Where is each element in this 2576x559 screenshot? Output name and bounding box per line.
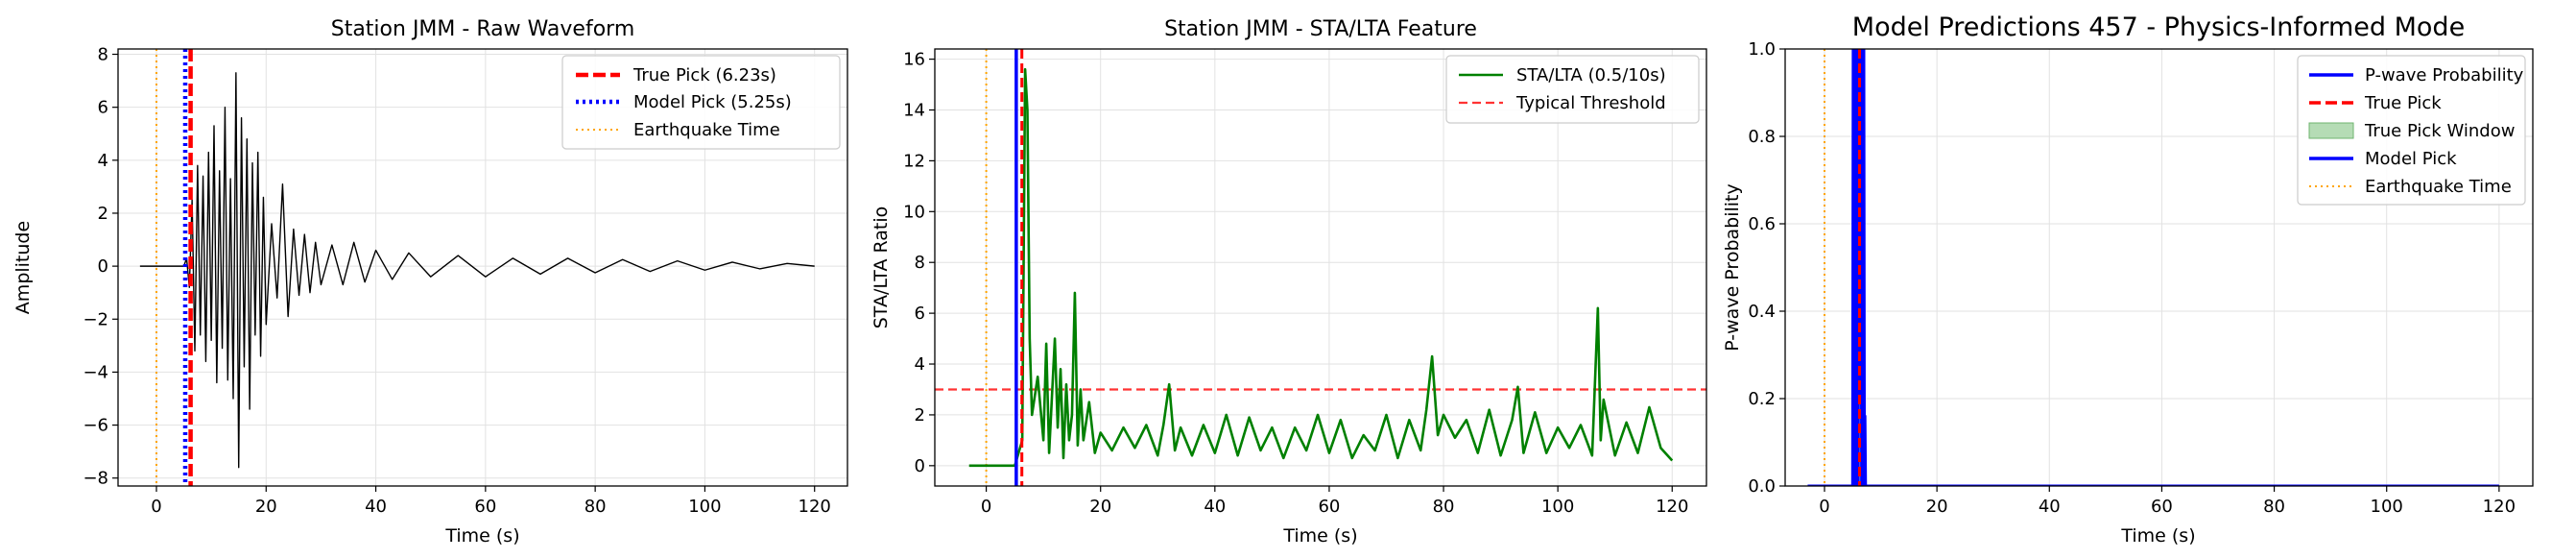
x-tick-label: 80 (584, 497, 607, 517)
sta-lta-xlabel: Time (s) (1282, 525, 1357, 547)
legend-eq-time-label: Earthquake Time (633, 120, 780, 140)
legend-true-pick-label: True Pick (2364, 93, 2442, 113)
y-tick-label: 10 (903, 202, 925, 222)
waveform-ylabel: Amplitude (12, 221, 34, 314)
y-tick-label: 0.8 (1748, 127, 1776, 147)
y-tick-label: −8 (83, 469, 108, 489)
x-tick-label: 120 (799, 497, 831, 517)
sta-lta-legend: STA/LTA (0.5/10s) Typical Threshold (1445, 55, 1700, 124)
legend-model-pick-label: Model Pick (2365, 149, 2457, 169)
legend-box (561, 55, 841, 150)
y-tick-label: 16 (903, 50, 925, 70)
x-tick-label: 20 (1926, 497, 1948, 517)
x-tick-label: 0 (981, 497, 991, 517)
x-tick-label: 80 (1433, 497, 1455, 517)
y-tick-label: −4 (83, 362, 108, 382)
x-tick-label: 0 (151, 497, 161, 517)
predictions-axes-frame (1784, 48, 2534, 487)
predictions-legend: P-wave Probability True Pick True Pick W… (2297, 55, 2526, 206)
x-tick-label: 60 (1318, 497, 1340, 517)
x-tick-label: 40 (1204, 497, 1226, 517)
x-tick-label: 40 (365, 497, 387, 517)
y-tick-label: 0.4 (1748, 302, 1776, 322)
y-tick-label: 0.6 (1748, 214, 1776, 234)
predictions-ylabel: P-wave Probability (1722, 183, 1743, 352)
legend-window-label: True Pick Window (2364, 121, 2515, 141)
sta-lta-axes-frame (934, 48, 1707, 487)
y-tick-label: 0 (98, 256, 108, 277)
legend-box (2297, 55, 2526, 206)
waveform-axes-frame (117, 48, 848, 487)
y-tick-label: −6 (83, 416, 108, 436)
sta-lta-panel: Station JMM - STA/LTA Feature 0 20 40 60 80 1… (871, 17, 1707, 547)
x-tick-label: 100 (688, 497, 721, 517)
y-tick-label: 4 (98, 151, 108, 171)
waveform-line (139, 72, 815, 469)
y-tick-label: 8 (915, 253, 925, 273)
legend-box (1445, 55, 1700, 124)
legend-sta-lta-label: STA/LTA (0.5/10s) (1516, 65, 1666, 85)
legend-threshold-label: Typical Threshold (1515, 93, 1666, 113)
legend-window-swatch (2308, 122, 2354, 139)
predictions-panel: Model Predictions 457 - Physics-Informed… (1722, 12, 2534, 547)
waveform-title: Station JMM - Raw Waveform (331, 17, 635, 41)
x-tick-label: 0 (1819, 497, 1829, 517)
x-tick-label: 60 (474, 497, 496, 517)
y-tick-label: 12 (903, 151, 925, 171)
x-tick-label: 20 (255, 497, 277, 517)
x-tick-label: 100 (1541, 497, 1574, 517)
y-tick-label: 2 (915, 405, 925, 425)
x-tick-label: 80 (2263, 497, 2285, 517)
sta-lta-title: Station JMM - STA/LTA Feature (1164, 17, 1477, 41)
y-tick-label: 2 (98, 204, 108, 224)
waveform-panel: Station JMM - Raw Waveform 0 20 40 60 80 100 1… (12, 17, 848, 547)
y-tick-label: 6 (915, 304, 925, 324)
y-tick-label: 1.0 (1748, 39, 1776, 60)
x-tick-label: 60 (2151, 497, 2173, 517)
x-tick-label: 120 (2483, 497, 2516, 517)
x-tick-label: 20 (1089, 497, 1111, 517)
legend-probability-label: P-wave Probability (2365, 65, 2524, 85)
y-tick-label: 4 (915, 354, 925, 375)
predictions-xlabel: Time (s) (2120, 525, 2195, 547)
predictions-title: Model Predictions 457 - Physics-Informed… (1852, 12, 2465, 42)
y-tick-label: 0.2 (1748, 389, 1776, 409)
x-tick-label: 40 (2039, 497, 2061, 517)
waveform-legend: True Pick (6.23s) Model Pick (5.25s) Ear… (561, 55, 841, 150)
y-tick-label: 6 (98, 98, 108, 118)
y-tick-label: −2 (83, 309, 108, 329)
y-tick-label: 0 (915, 456, 925, 476)
y-tick-label: 8 (98, 45, 108, 65)
legend-eq-time-label: Earthquake Time (2365, 177, 2512, 197)
x-tick-label: 120 (1656, 497, 1688, 517)
sta-lta-line (968, 67, 1674, 468)
y-tick-label: 0.0 (1748, 476, 1776, 497)
sta-lta-grid (935, 49, 1706, 486)
legend-true-pick-label: True Pick (6.23s) (632, 65, 776, 85)
legend-model-pick-label: Model Pick (5.25s) (633, 92, 792, 112)
sta-lta-ylabel: STA/LTA Ratio (871, 207, 892, 329)
x-tick-label: 100 (2371, 497, 2403, 517)
y-tick-label: 14 (903, 100, 925, 120)
waveform-xlabel: Time (s) (444, 525, 519, 547)
